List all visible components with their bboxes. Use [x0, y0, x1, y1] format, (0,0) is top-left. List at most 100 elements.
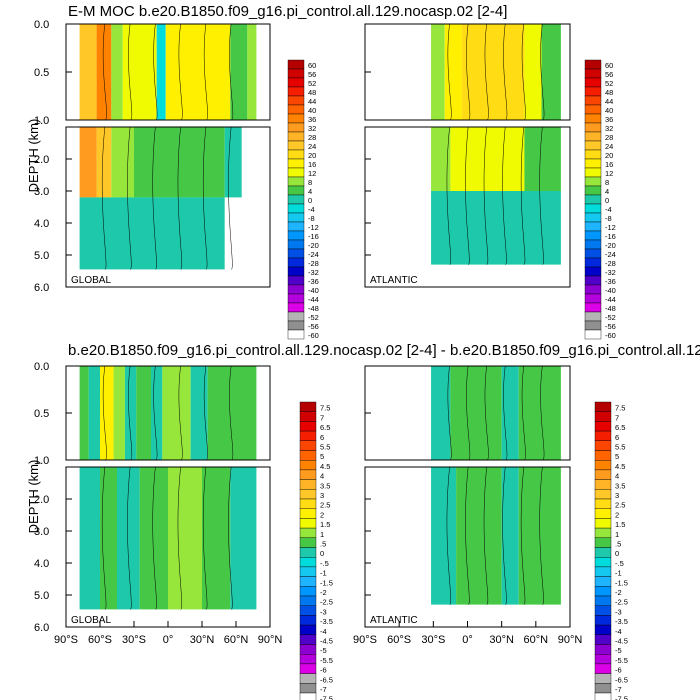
colorbar-cell: [594, 479, 612, 490]
colorbar-label: 7.5: [320, 404, 330, 413]
field-cell: [113, 366, 125, 460]
colorbar-cell: [299, 615, 317, 626]
colorbar-label: -32: [308, 268, 319, 277]
colorbar-label: 56: [308, 70, 316, 79]
contour-line: [502, 126, 507, 265]
colorbar-cell: [594, 586, 612, 597]
x-tick-label: 60°N: [224, 634, 249, 646]
colorbar-cell: [287, 59, 305, 70]
colorbar-label: 2.5: [615, 501, 625, 510]
colorbar-label: .5: [615, 540, 621, 549]
field-cell: [190, 366, 208, 460]
panel-label: ATLANTIC: [370, 275, 418, 286]
field-cell: [230, 595, 257, 610]
contour-line: [447, 23, 452, 121]
colorbar-label: -7: [320, 685, 327, 694]
colorbar-label: -7.5: [320, 695, 333, 700]
colorbar-label: -1: [320, 569, 327, 578]
colorbar-cell: [299, 605, 317, 616]
contour-line: [177, 466, 183, 610]
colorbar-label: -56: [605, 322, 616, 331]
colorbar-label: 3.5: [615, 481, 625, 490]
panel-2: 60565248444036322824201612840-4-8-12-16-…: [364, 23, 616, 340]
colorbar-label: 3: [320, 491, 324, 500]
colorbar-cell: [594, 421, 612, 432]
contour-line: [446, 466, 452, 605]
colorbar-label: 48: [308, 88, 316, 97]
colorbar-cell: [299, 508, 317, 519]
field-cell: [202, 595, 231, 610]
colorbar-cell: [584, 248, 602, 259]
field-cell: [431, 24, 445, 120]
field-cell: [79, 24, 97, 120]
y-tick-label: 0.5: [34, 408, 49, 420]
field-cell: [151, 366, 163, 460]
colorbar-label: 1.5: [615, 520, 625, 529]
y-tick-label: 0.0: [34, 361, 49, 373]
colorbar-label: -4.5: [320, 637, 333, 646]
y-tick-label: 1.0: [34, 455, 49, 467]
field-cell: [230, 467, 257, 595]
y-tick-label: 1.0: [34, 115, 49, 127]
x-tick-label: 0°: [163, 634, 174, 646]
contour-line: [128, 365, 133, 461]
contour-line: [228, 466, 233, 610]
colorbar-label: -8: [605, 214, 612, 223]
contour-line: [127, 126, 132, 270]
contour-line: [447, 365, 452, 461]
x-tick-label: 30°S: [122, 634, 146, 646]
field-cell: [111, 24, 123, 120]
colorbar-cell: [287, 329, 305, 340]
colorbar-cell: [287, 194, 305, 205]
colorbar-label: 16: [605, 160, 613, 169]
colorbar-label: 32: [605, 124, 613, 133]
colorbar-label: 6: [615, 433, 619, 442]
colorbar-cell: [287, 302, 305, 313]
colorbar-label: 28: [308, 133, 316, 142]
colorbar-label: -40: [605, 286, 616, 295]
panel-label: GLOBAL: [71, 275, 111, 286]
colorbar-label: 4: [605, 187, 609, 196]
colorbar-label: -3.5: [320, 617, 333, 626]
colorbar-label: -2: [320, 588, 327, 597]
colorbar-cell: [594, 450, 612, 461]
colorbar-cell: [299, 692, 317, 700]
colorbar-label: -7.5: [615, 695, 628, 700]
colorbar-label: 4: [308, 187, 312, 196]
colorbar-cell: [287, 239, 305, 250]
colorbar-label: -32: [605, 268, 616, 277]
colorbar-label: 36: [308, 115, 316, 124]
colorbar-label: 4.5: [615, 462, 625, 471]
x-tick-label: 30°N: [190, 634, 215, 646]
contour-line: [203, 23, 208, 121]
field-cell: [79, 197, 202, 270]
colorbar-cell: [584, 59, 602, 70]
colorbar-label: 0: [605, 196, 609, 205]
colorbar-cell: [594, 644, 612, 655]
colorbar-label: 56: [605, 70, 613, 79]
colorbar-cell: [594, 489, 612, 500]
x-tick-label: 90°N: [258, 634, 283, 646]
colorbar-label: 60: [605, 61, 613, 70]
colorbar-label: 6.5: [615, 423, 625, 432]
colorbar-label: -36: [605, 277, 616, 286]
colorbar-label: 44: [605, 97, 613, 106]
colorbar-cell: [584, 158, 602, 169]
field-cell: [165, 24, 231, 120]
y-tick-label: 2.0: [34, 494, 49, 506]
contour-line: [503, 23, 508, 121]
colorbar-label: -28: [308, 259, 319, 268]
contour-line: [520, 126, 526, 265]
colorbar-label: -3: [320, 607, 327, 616]
colorbar-label: -6: [615, 666, 622, 675]
contour-line: [228, 126, 233, 270]
panel-1: 60565248444036322824201612840-4-8-12-16-…: [65, 23, 319, 340]
field-cell: [202, 467, 231, 595]
y-axis-title: DEPTH (km): [26, 460, 41, 534]
contour-line: [466, 23, 471, 121]
contour-line: [539, 466, 544, 605]
y-tick-label: 6.0: [34, 282, 49, 294]
colorbar-cell: [287, 167, 305, 178]
colorbar-label: -2.5: [320, 598, 333, 607]
